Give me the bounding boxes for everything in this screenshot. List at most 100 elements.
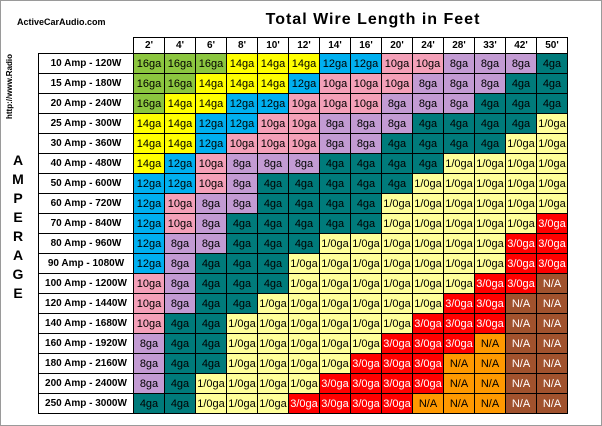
gauge-cell: 4ga	[350, 193, 382, 214]
gauge-cell: 1/0ga	[381, 213, 413, 234]
gauge-cell: 14ga	[195, 93, 227, 114]
gauge-cell: 3/0ga	[381, 333, 413, 354]
gauge-cell: 14ga	[257, 53, 289, 74]
gauge-cell: N/A	[474, 373, 506, 394]
gauge-cell: 8ga	[195, 193, 227, 214]
gauge-cell: 10ga	[257, 133, 289, 154]
gauge-cell: 4ga	[505, 73, 537, 94]
amperage-label: 60 Amp - 720W	[38, 193, 134, 214]
gauge-cell: 4ga	[164, 313, 196, 334]
gauge-cell: 1/0ga	[474, 153, 506, 174]
gauge-cell: N/A	[474, 353, 506, 374]
gauge-cell: 1/0ga	[350, 253, 382, 274]
length-header: 14'	[319, 37, 351, 54]
gauge-cell: 1/0ga	[288, 353, 320, 374]
gauge-cell: 10ga	[288, 113, 320, 134]
table-row: 70 Amp - 840W 12ga 10ga 8ga 4ga 4ga 4ga 4ga 4ga 1…	[38, 213, 568, 234]
gauge-cell: 4ga	[226, 213, 258, 234]
gauge-cell: 1/0ga	[381, 313, 413, 334]
gauge-cell: N/A	[536, 273, 568, 294]
gauge-cell: 3/0ga	[350, 373, 382, 394]
gauge-cell: 16ga	[195, 53, 227, 74]
gauge-cell: 8ga	[164, 273, 196, 294]
gauge-cell: 3/0ga	[319, 373, 351, 394]
gauge-cell: 8ga	[288, 153, 320, 174]
amperage-label: 20 Amp - 240W	[38, 93, 134, 114]
gauge-cell: 1/0ga	[443, 273, 475, 294]
table-row: 100 Amp - 1200W 10ga 8ga 4ga 4ga 4ga 1/0ga 1/0g…	[38, 273, 568, 294]
amperage-letter: E	[13, 285, 23, 301]
amperage-label: 80 Amp - 960W	[38, 233, 134, 254]
gauge-cell: 12ga	[133, 193, 165, 214]
gauge-cell: 4ga	[257, 233, 289, 254]
gauge-cell: 8ga	[474, 73, 506, 94]
gauge-cell: 12ga	[133, 173, 165, 194]
length-header: 50'	[536, 37, 568, 54]
length-header: 8'	[226, 37, 258, 54]
gauge-cell: 3/0ga	[443, 293, 475, 314]
gauge-cell: 1/0ga	[443, 213, 475, 234]
amperage-label: 15 Amp - 180W	[38, 73, 134, 94]
gauge-cell: 1/0ga	[474, 193, 506, 214]
gauge-cell: 10ga	[133, 293, 165, 314]
table-row: 10 Amp - 120W 16ga 16ga 16ga 14ga 14ga 14ga 12g…	[38, 53, 568, 74]
gauge-cell: 1/0ga	[319, 273, 351, 294]
gauge-cell: 4ga	[536, 93, 568, 114]
gauge-cell: 4ga	[133, 393, 165, 414]
gauge-cell: 1/0ga	[412, 193, 444, 214]
chart-title: Total Wire Length in Feet	[265, 11, 481, 28]
gauge-cell: 4ga	[288, 233, 320, 254]
gauge-cell: 8ga	[133, 333, 165, 354]
gauge-cell: 1/0ga	[226, 353, 258, 374]
gauge-cell: 3/0ga	[443, 333, 475, 354]
gauge-cell: 8ga	[412, 73, 444, 94]
wire-gauge-table: 2' 4' 6' 8' 10' 12' 14' 16' 20' 24' 28' 33' 42' 50' 1…	[38, 37, 568, 414]
amperage-label: 180 Amp - 2160W	[38, 353, 134, 374]
gauge-cell: 4ga	[164, 353, 196, 374]
gauge-cell: 8ga	[133, 353, 165, 374]
gauge-cell: 1/0ga	[319, 253, 351, 274]
gauge-cell: 4ga	[226, 253, 258, 274]
gauge-cell: 4ga	[195, 273, 227, 294]
gauge-cell: 1/0ga	[257, 353, 289, 374]
gauge-cell: 8ga	[226, 193, 258, 214]
gauge-cell: 4ga	[412, 133, 444, 154]
gauge-cell: 4ga	[474, 93, 506, 114]
gauge-cell: 4ga	[381, 133, 413, 154]
gauge-cell: 1/0ga	[536, 193, 568, 214]
gauge-cell: 4ga	[536, 73, 568, 94]
gauge-cell: 8ga	[443, 53, 475, 74]
gauge-cell: 10ga	[350, 73, 382, 94]
gauge-cell: 1/0ga	[195, 373, 227, 394]
table-row: 50 Amp - 600W 12ga 12ga 10ga 8ga 4ga 4ga 4ga 4ga…	[38, 173, 568, 194]
gauge-cell: 8ga	[319, 133, 351, 154]
gauge-cell: 10ga	[319, 73, 351, 94]
gauge-cell: 14ga	[164, 133, 196, 154]
gauge-cell: N/A	[505, 333, 537, 354]
gauge-cell: 4ga	[319, 213, 351, 234]
amperage-label: 250 Amp - 3000W	[38, 393, 134, 414]
gauge-cell: 16ga	[164, 73, 196, 94]
gauge-cell: 4ga	[226, 293, 258, 314]
gauge-cell: 4ga	[257, 253, 289, 274]
length-header: 33'	[474, 37, 506, 54]
gauge-cell: 4ga	[474, 113, 506, 134]
amperage-letter: M	[12, 171, 24, 187]
gauge-cell: 8ga	[195, 213, 227, 234]
length-header: 2'	[133, 37, 165, 54]
gauge-cell: 3/0ga	[350, 393, 382, 414]
gauge-cell: 4ga	[350, 213, 382, 234]
gauge-cell: 14ga	[133, 113, 165, 134]
gauge-cell: 1/0ga	[288, 293, 320, 314]
amperage-letter: G	[12, 266, 24, 282]
gauge-cell: 10ga	[164, 213, 196, 234]
gauge-cell: 4ga	[288, 193, 320, 214]
table-row: 120 Amp - 1440W 10ga 8ga 4ga 4ga 1/0ga 1/0ga 1/…	[38, 293, 568, 314]
gauge-cell: 4ga	[226, 273, 258, 294]
gauge-cell: 8ga	[164, 253, 196, 274]
gauge-cell: 14ga	[164, 113, 196, 134]
gauge-cell: 16ga	[133, 73, 165, 94]
gauge-cell: 4ga	[505, 93, 537, 114]
gauge-cell: N/A	[505, 373, 537, 394]
